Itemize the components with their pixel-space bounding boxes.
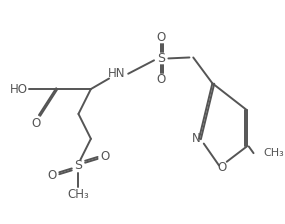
Text: S: S [74, 159, 82, 172]
Text: CH₃: CH₃ [263, 148, 284, 158]
Text: S: S [157, 52, 165, 65]
Text: N: N [192, 132, 201, 145]
Text: O: O [217, 161, 227, 174]
Text: CH₃: CH₃ [68, 188, 89, 201]
Text: O: O [156, 73, 165, 86]
Text: HO: HO [10, 82, 28, 96]
Text: HN: HN [108, 67, 125, 80]
Text: O: O [32, 117, 41, 130]
Text: O: O [101, 149, 110, 162]
Text: O: O [156, 31, 165, 44]
Text: O: O [47, 169, 56, 182]
